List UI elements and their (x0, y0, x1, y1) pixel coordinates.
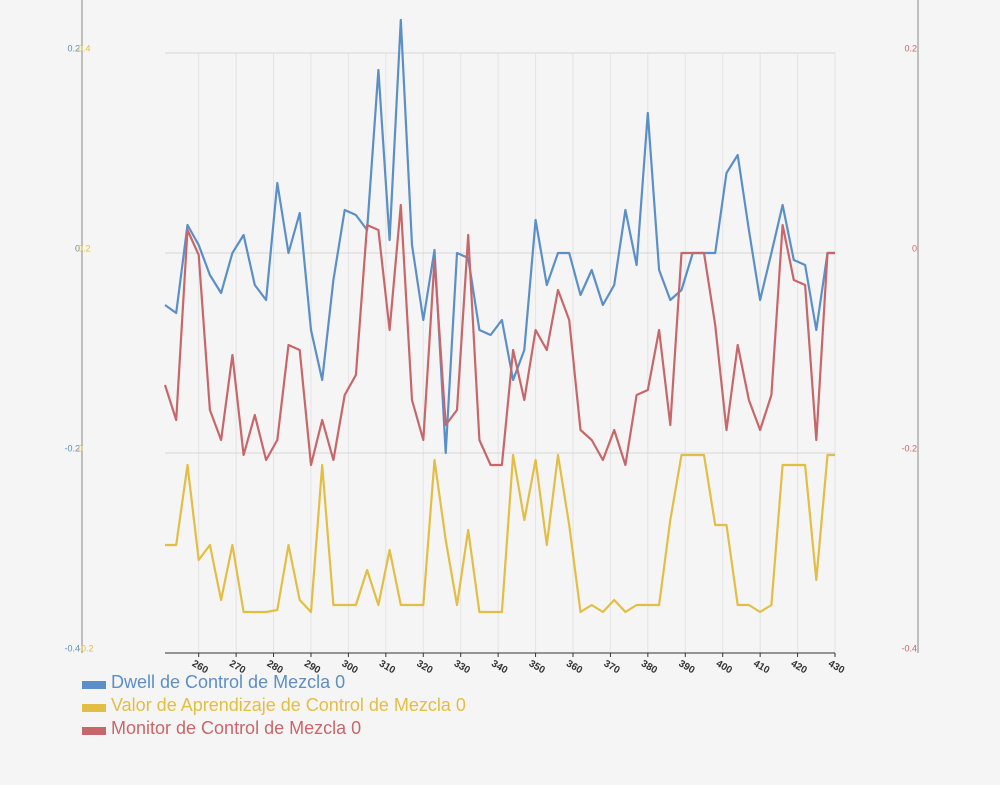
y-tick-label: 0 (78, 443, 83, 453)
x-tick-label: 330 (452, 658, 472, 676)
legend-swatch (82, 704, 106, 712)
x-tick-label: 320 (414, 658, 434, 676)
series-line (165, 453, 835, 614)
x-tick-label: 400 (714, 658, 734, 676)
y-tick-label: -0.2 (901, 443, 917, 453)
y-tick-label: -0.2 (78, 643, 94, 653)
x-tick-label: 360 (564, 658, 584, 676)
legend-label: Monitor de Control de Mezcla 0 (111, 718, 361, 738)
y-tick-label: 0.2 (67, 43, 80, 53)
y-tick-label: -0.4 (901, 643, 917, 653)
series-line (164, 18, 835, 455)
x-tick-label: 350 (527, 658, 547, 676)
legend-swatch (82, 681, 106, 689)
y-tick-label: -0.2 (64, 443, 80, 453)
y-tick-label: 0.2 (78, 243, 91, 253)
x-tick-label: 420 (789, 658, 809, 676)
x-tick-label: 430 (826, 658, 846, 676)
series-line (163, 203, 835, 467)
x-tick-label: 380 (639, 658, 659, 676)
x-tick-label: 390 (676, 658, 696, 676)
x-tick-label: 410 (751, 658, 771, 676)
y-tick-label: -0.4 (64, 643, 80, 653)
x-tick-label: 340 (489, 658, 509, 676)
y-tick-label: 0.4 (78, 43, 91, 53)
y-tick-label: 0 (912, 243, 917, 253)
legend-label: Dwell de Control de Mezcla 0 (111, 672, 345, 692)
y-tick-label: 0 (75, 243, 80, 253)
legend-label: Valor de Aprendizaje de Control de Mezcl… (111, 695, 466, 715)
x-tick-label: 310 (377, 658, 397, 676)
y-tick-label: 0.2 (904, 43, 917, 53)
x-tick-label: 370 (602, 658, 622, 676)
legend-swatch (82, 727, 106, 735)
